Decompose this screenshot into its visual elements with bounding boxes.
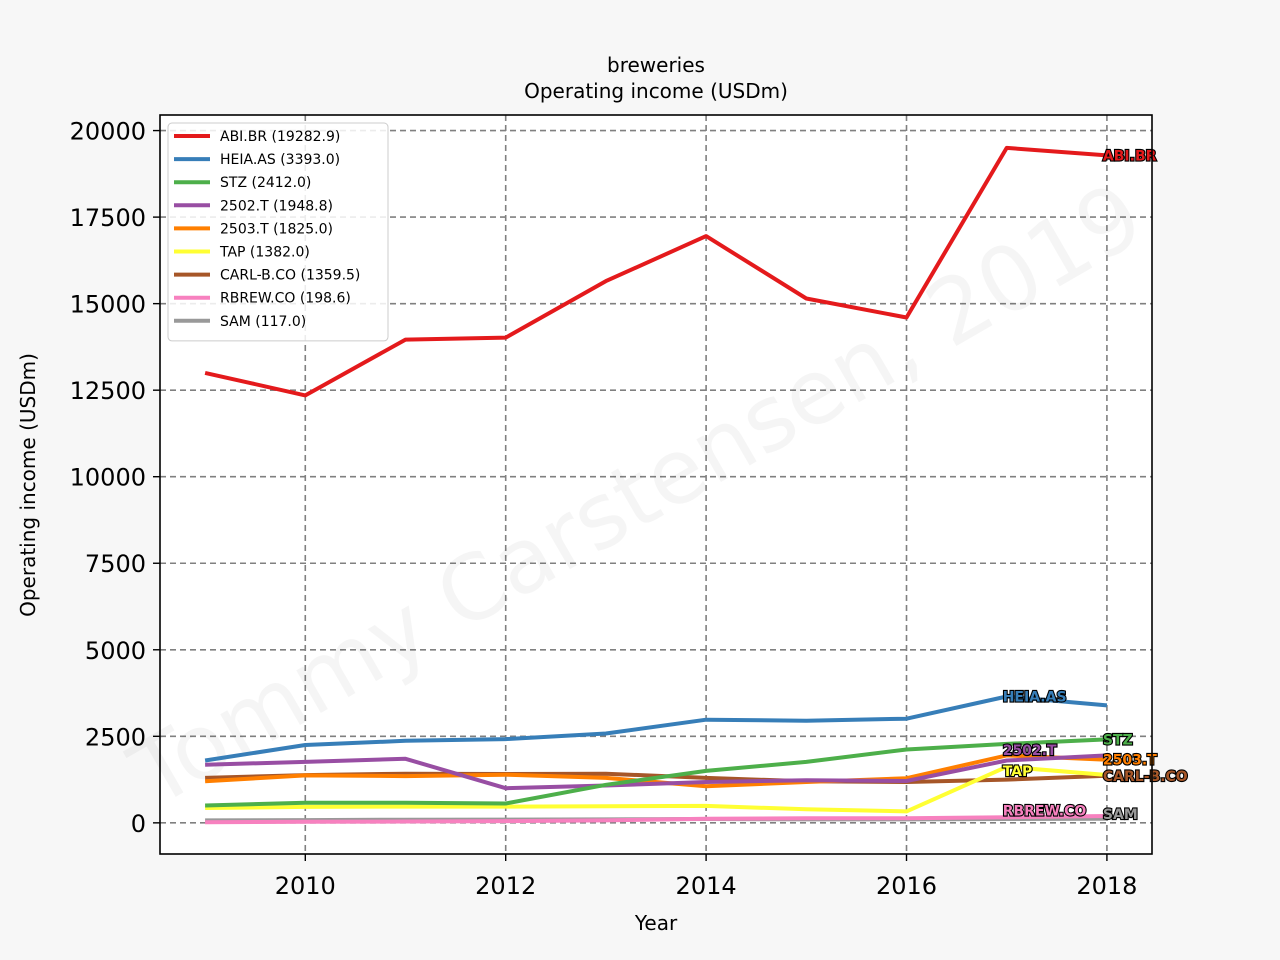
x-axis-title: Year — [634, 911, 678, 935]
y-tick-label-2500: 2500 — [85, 723, 146, 751]
legend-label-heia-as: HEIA.AS (3393.0) — [220, 152, 340, 168]
x-tick-label-2018: 2018 — [1076, 872, 1137, 900]
y-tick-label-20000: 20000 — [70, 118, 146, 146]
x-tick-label-2012: 2012 — [475, 872, 536, 900]
y-tick-label-7500: 7500 — [85, 550, 146, 578]
chart-subtitle: Operating income (USDm) — [524, 79, 788, 103]
y-tick-label-5000: 5000 — [85, 637, 146, 665]
series-line-abi-br — [204, 145, 1108, 398]
end-label-2502-t: 2502.T — [1003, 743, 1057, 759]
y-tick-label-0: 0 — [131, 810, 146, 838]
axis-ticks: 2010 2012 2014 2016 2018 0 2500 5000 7500 10000 12… — [70, 118, 1138, 900]
end-label-abi-br: ABI.BR — [1103, 148, 1157, 164]
y-tick-label-12500: 12500 — [70, 377, 146, 405]
y-tick-label-10000: 10000 — [70, 464, 146, 492]
legend-label-abi-br: ABI.BR (19282.9) — [220, 129, 340, 145]
series-lines — [204, 145, 1108, 825]
end-label-sam: SAM — [1103, 807, 1138, 823]
plot-frame — [159, 114, 1153, 855]
end-labels: ABI.BR HEIA.AS STZ 2502.T 2503.T TAP CARL-B.CO… — [1002, 147, 1189, 824]
legend-label-stz: STZ (2412.0) — [220, 175, 311, 191]
y-tick-label-17500: 17500 — [70, 204, 146, 232]
x-tick-label-2014: 2014 — [676, 872, 737, 900]
end-label-stz: STZ — [1103, 732, 1133, 748]
legend-label-tap: TAP (1382.0) — [219, 245, 310, 261]
end-label-rbrew-co: RBREW.CO — [1003, 804, 1087, 820]
x-tick-label-2016: 2016 — [876, 872, 937, 900]
end-label-tap: TAP — [1003, 764, 1033, 780]
end-label-carl-b-co: CARL-B.CO — [1103, 769, 1188, 785]
y-tick-label-15000: 15000 — [70, 291, 146, 319]
legend-label-carl-b-co: CARL-B.CO (1359.5) — [220, 268, 360, 284]
series-line-2502-t — [205, 753, 1108, 791]
end-label-heia-as: HEIA.AS — [1003, 690, 1067, 706]
legend-label-2503-t: 2503.T (1825.0) — [220, 221, 333, 237]
legend-label-sam: SAM (117.0) — [220, 314, 306, 330]
chart-title: breweries — [607, 53, 705, 77]
legend-label-2502-t: 2502.T (1948.8) — [220, 198, 333, 214]
end-label-2503-t: 2503.T — [1103, 753, 1157, 769]
series-line-tap — [205, 764, 1108, 814]
series-line-rbrew-co — [205, 814, 1107, 825]
y-axis-title: Operating income (USDm) — [16, 353, 40, 617]
legend: ABI.BR (19282.9) HEIA.AS (3393.0) STZ (241… — [167, 122, 389, 342]
legend-box — [167, 122, 389, 342]
legend-label-rbrew-co: RBREW.CO (198.6) — [220, 291, 351, 307]
series-line-heia-as — [204, 694, 1108, 763]
series-line-stz — [205, 737, 1107, 808]
x-tick-label-2010: 2010 — [275, 872, 336, 900]
